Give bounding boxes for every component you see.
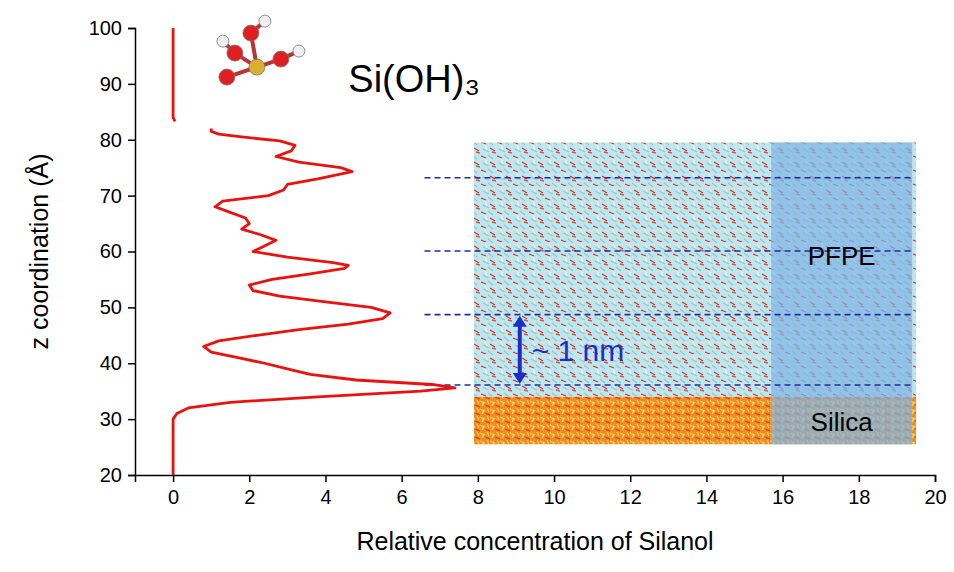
y-tick: 70 bbox=[100, 185, 135, 207]
arrow-head bbox=[513, 316, 527, 327]
x-tick-mark bbox=[173, 475, 175, 482]
arrow-head bbox=[513, 373, 527, 384]
x-tick-mark bbox=[325, 475, 327, 482]
y-tick-label: 40 bbox=[100, 352, 122, 374]
x-tick: 10 bbox=[543, 475, 565, 508]
x-tick-label: 8 bbox=[473, 486, 484, 508]
x-tick: 0 bbox=[168, 475, 179, 508]
x-tick-label: 10 bbox=[543, 486, 565, 508]
x-tick-label: 0 bbox=[168, 486, 179, 508]
y-tick-label: 20 bbox=[100, 464, 122, 486]
arrow-shaft bbox=[518, 325, 522, 375]
y-tick-mark bbox=[128, 363, 135, 365]
x-tick-mark bbox=[706, 475, 708, 482]
x-tick: 16 bbox=[772, 475, 794, 508]
atom bbox=[217, 35, 229, 47]
y-tick-label: 100 bbox=[89, 17, 122, 39]
y-tick: 30 bbox=[100, 408, 135, 430]
x-tick-label: 18 bbox=[848, 486, 870, 508]
y-tick: 90 bbox=[100, 73, 135, 95]
y-tick-mark bbox=[128, 140, 135, 142]
x-tick-mark bbox=[401, 475, 403, 482]
layer-line bbox=[425, 384, 913, 386]
atom bbox=[243, 25, 259, 41]
x-tick-mark bbox=[554, 475, 556, 482]
x-tick: 18 bbox=[848, 475, 870, 508]
x-tick: 2 bbox=[244, 475, 255, 508]
overlay-box bbox=[771, 143, 912, 445]
y-tick-label: 50 bbox=[100, 296, 122, 318]
x-tick-label: 2 bbox=[244, 486, 255, 508]
y-tick: 60 bbox=[100, 240, 135, 262]
atom bbox=[293, 45, 305, 57]
x-tick-mark bbox=[859, 475, 861, 482]
y-tick: 100 bbox=[89, 17, 135, 39]
concentration-line bbox=[173, 28, 455, 475]
x-tick-label: 16 bbox=[772, 486, 794, 508]
silica-label: Silica bbox=[811, 407, 874, 437]
atom bbox=[249, 59, 265, 75]
x-tick-label: 20 bbox=[924, 486, 946, 508]
y-tick: 50 bbox=[100, 296, 135, 318]
y-axis: 20 30 40 50 60 70 80 90 100 bbox=[89, 17, 136, 486]
x-axis-line bbox=[136, 476, 936, 483]
y-tick-mark bbox=[128, 84, 135, 86]
x-tick: 4 bbox=[320, 475, 331, 508]
x-tick: 8 bbox=[473, 475, 484, 508]
y-tick-mark bbox=[128, 251, 135, 253]
y-tick-mark bbox=[128, 28, 135, 30]
simulation-snapshot bbox=[474, 143, 916, 445]
plot-area bbox=[173, 28, 455, 475]
y-tick-label: 90 bbox=[100, 73, 122, 95]
atom bbox=[259, 15, 271, 27]
y-tick-mark bbox=[128, 475, 135, 477]
y-tick: 20 bbox=[100, 464, 135, 486]
x-tick-mark bbox=[249, 475, 251, 482]
x-tick-label: 4 bbox=[320, 486, 331, 508]
y-axis-title: z coordination (Å) bbox=[24, 154, 53, 350]
molecule-label: Si(OH)₃ bbox=[348, 58, 480, 100]
y-tick-label: 70 bbox=[100, 185, 122, 207]
atom bbox=[219, 69, 235, 85]
y-tick-mark bbox=[128, 307, 135, 309]
x-tick-mark bbox=[630, 475, 632, 482]
x-axis: 0 2 4 6 8 10 12 14 16 18 20 bbox=[136, 475, 947, 508]
x-tick: 14 bbox=[696, 475, 718, 508]
y-axis-line bbox=[128, 29, 136, 476]
x-axis-title: Relative concentration of Silanol bbox=[356, 527, 713, 555]
spacing-arrow bbox=[513, 316, 527, 384]
x-tick: 20 bbox=[924, 475, 946, 508]
layer-line bbox=[425, 177, 913, 179]
molecule-icon bbox=[217, 15, 305, 85]
x-tick-label: 12 bbox=[620, 486, 642, 508]
layer-line bbox=[425, 314, 913, 316]
atom bbox=[273, 51, 289, 67]
x-tick-label: 14 bbox=[696, 486, 718, 508]
y-tick-mark bbox=[128, 195, 135, 197]
x-tick: 6 bbox=[397, 475, 408, 508]
x-tick-mark bbox=[782, 475, 784, 482]
y-tick: 80 bbox=[100, 129, 135, 151]
y-tick: 40 bbox=[100, 352, 135, 374]
spacing-label: ~ 1 nm bbox=[532, 334, 625, 367]
x-tick-label: 6 bbox=[397, 486, 408, 508]
chart: 0 2 4 6 8 10 12 14 16 18 20 20 30 40 50 60 70 80 90 100 Rela… bbox=[0, 0, 954, 572]
atom bbox=[227, 45, 243, 61]
y-tick-label: 80 bbox=[100, 129, 122, 151]
x-tick-mark bbox=[935, 475, 937, 482]
x-tick: 12 bbox=[620, 475, 642, 508]
y-tick-label: 60 bbox=[100, 240, 122, 262]
y-tick-label: 30 bbox=[100, 408, 122, 430]
y-tick-mark bbox=[128, 419, 135, 421]
pfpe-label: PFPE bbox=[808, 241, 876, 271]
x-tick-mark bbox=[478, 475, 480, 482]
